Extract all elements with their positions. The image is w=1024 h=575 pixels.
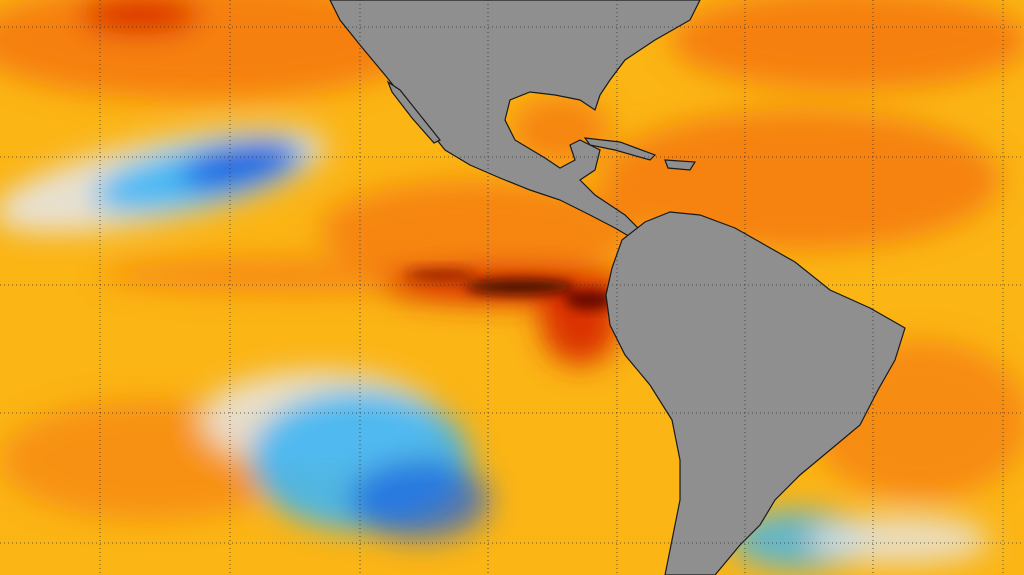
- extreme-anomaly-core: [565, 290, 615, 310]
- anomaly-detail: [405, 269, 615, 310]
- warm-patch: [320, 180, 640, 280]
- baja-california: [386, 80, 441, 144]
- hot-core: [405, 269, 475, 281]
- hispaniola: [664, 159, 697, 171]
- extreme-anomaly-core: [465, 279, 575, 295]
- north-america: [329, 0, 701, 239]
- neutral-patch: [810, 515, 990, 565]
- hot-patch: [80, 0, 200, 35]
- south-america: [605, 211, 906, 575]
- landmasses: [329, 0, 906, 575]
- cold-patch: [181, 140, 299, 190]
- warm-patch: [670, 0, 1024, 90]
- cold-patch: [350, 460, 490, 540]
- cuba: [583, 137, 657, 161]
